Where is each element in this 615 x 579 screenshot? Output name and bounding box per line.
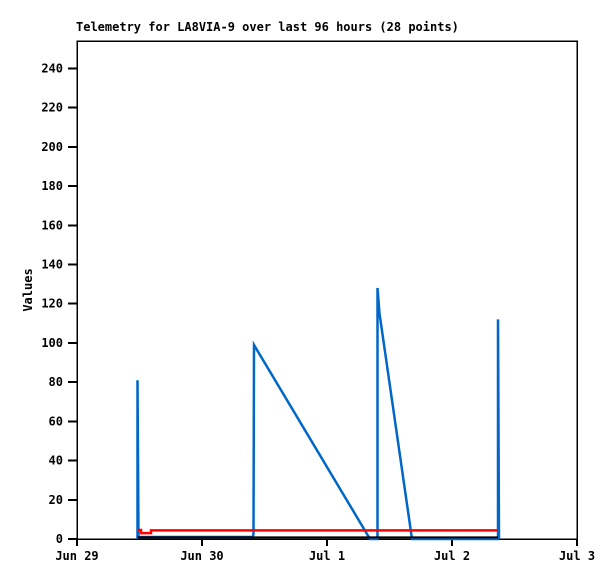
series-line-blue: [136, 287, 501, 541]
y-tick-label: 160: [41, 218, 63, 232]
chart-title: Telemetry for LA8VIA-9 over last 96 hour…: [76, 20, 459, 34]
y-tick-label: 220: [41, 101, 63, 115]
x-tick-label: Jun 30: [180, 549, 223, 563]
y-tick-label: 200: [41, 140, 63, 154]
y-tick-label: 100: [41, 336, 63, 350]
y-tick-label: 240: [41, 61, 63, 75]
y-tick-label: 40: [49, 454, 63, 468]
x-tick-label: Jun 29: [55, 549, 98, 563]
plot-border: [76, 40, 578, 540]
y-tick-label: 180: [41, 179, 63, 193]
y-tick-label: 20: [49, 493, 63, 507]
x-tick-label: Jul 3: [559, 549, 595, 563]
y-tick-label: 60: [49, 414, 63, 428]
y-tick-label: 80: [49, 375, 63, 389]
y-tick-label: 140: [41, 258, 63, 272]
series-line-red: [137, 528, 498, 535]
x-tick-label: Jul 2: [434, 549, 470, 563]
y-tick-label: 0: [56, 532, 63, 546]
y-tick-label: 120: [41, 297, 63, 311]
x-tick-label: Jul 1: [309, 549, 345, 563]
